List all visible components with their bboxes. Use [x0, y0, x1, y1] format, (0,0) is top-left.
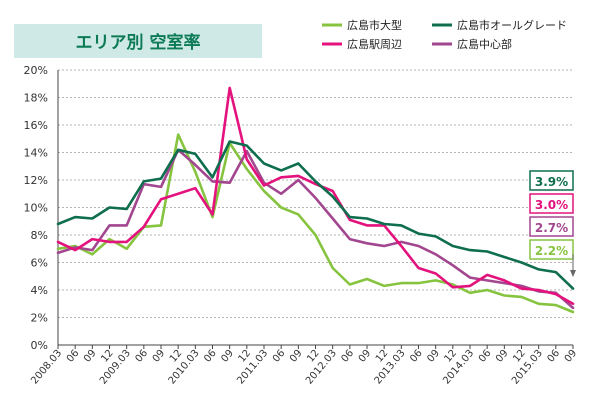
title-box: [14, 24, 262, 58]
end-label-4: 2.7%: [535, 221, 568, 235]
end-labels: 3.9% 3.0% 2.7% 2.2%: [529, 170, 576, 277]
x-tick-label: 09: [288, 348, 305, 365]
x-tick-label: 06: [134, 348, 151, 365]
end-label-arrow: [570, 270, 576, 277]
y-tick-label: 6%: [31, 257, 48, 270]
x-tick-label: 06: [408, 348, 425, 365]
series-line-3: [56, 86, 575, 306]
end-label-2: 3.9%: [535, 175, 568, 189]
y-tick-label: 0%: [31, 339, 48, 352]
y-tick-label: 16%: [24, 119, 48, 132]
x-tick-label: 09: [494, 348, 511, 365]
grid: [57, 69, 573, 346]
x-tick-label: 06: [202, 348, 219, 365]
end-label-box-1: [529, 239, 574, 260]
y-tick-label: 12%: [24, 174, 48, 187]
x-tick-label: 2008.03: [29, 348, 64, 387]
y-tick-label: 18%: [24, 92, 48, 105]
legend-label-4: 広島中心部: [457, 37, 512, 51]
y-tick-label: 20%: [24, 64, 48, 77]
x-tick-label: 09: [82, 348, 99, 365]
chart-title: エリア別 空室率: [76, 32, 201, 53]
y-axis-ticks: 0% 2% 4% 6% 8% 10% 12% 14% 16% 18% 20%: [24, 64, 48, 352]
x-tick-label: 09: [425, 348, 442, 365]
series-line-2: [56, 140, 575, 290]
x-tick-label: 06: [271, 348, 288, 365]
x-tick-label: 06: [546, 348, 563, 365]
x-tick-label: 06: [477, 348, 494, 365]
end-label-box-2: [529, 170, 574, 191]
y-tick-label: 10%: [24, 202, 48, 215]
x-tick-label: 09: [151, 348, 168, 365]
series-line-4: [56, 148, 575, 310]
y-tick-label: 2%: [31, 312, 48, 325]
x-tick-label: 09: [357, 348, 374, 365]
y-tick-label: 4%: [31, 284, 48, 297]
series-line-1: [56, 133, 575, 314]
x-tick-label: 09: [219, 348, 236, 365]
x-tick-label: 09: [563, 348, 580, 365]
legend-label-3: 広島駅周辺: [347, 37, 402, 51]
end-label-box-4: [529, 216, 574, 237]
y-tick-label: 8%: [31, 229, 48, 242]
legend-label-1: 広島市大型: [347, 18, 402, 32]
legend-label-2: 広島市オールグレード: [457, 18, 567, 32]
end-label-1: 2.2%: [535, 244, 568, 258]
y-tick-label: 14%: [24, 147, 48, 160]
x-tick-label: 06: [340, 348, 357, 365]
end-label-box-3: [529, 193, 574, 214]
end-label-3: 3.0%: [535, 198, 568, 212]
series-lines: [56, 86, 575, 314]
x-tick-label: 06: [65, 348, 82, 365]
